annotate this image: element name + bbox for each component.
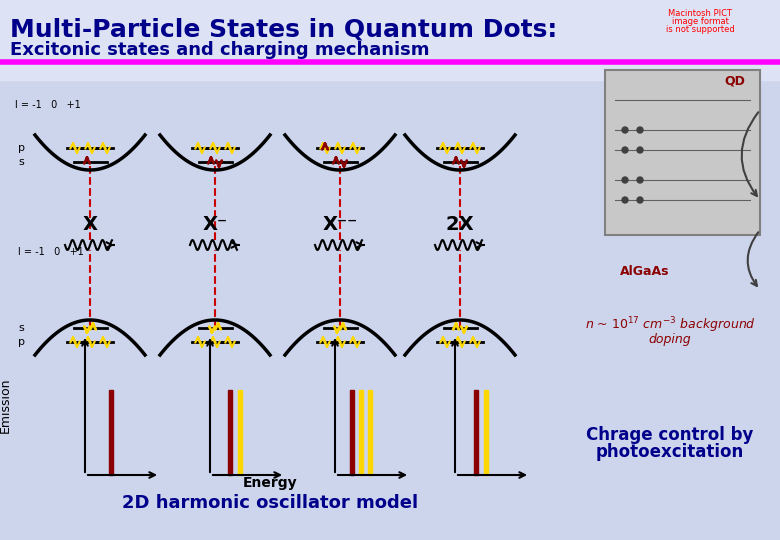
Text: X⁻⁻: X⁻⁻ <box>322 215 357 234</box>
Text: Excitonic states and charging mechanism: Excitonic states and charging mechanism <box>10 41 430 59</box>
Text: Energy: Energy <box>243 476 297 490</box>
Bar <box>0 0 780 80</box>
Bar <box>605 70 760 235</box>
Bar <box>368 390 372 475</box>
Circle shape <box>622 147 628 153</box>
Bar <box>474 390 478 475</box>
Text: 2D harmonic oscillator model: 2D harmonic oscillator model <box>122 494 418 512</box>
Circle shape <box>622 197 628 203</box>
Text: QD: QD <box>724 75 745 88</box>
Circle shape <box>622 177 628 183</box>
Bar <box>359 390 363 475</box>
Text: s: s <box>18 157 23 167</box>
Circle shape <box>637 147 643 153</box>
Text: s: s <box>18 323 23 333</box>
Text: l = -1   0   +1: l = -1 0 +1 <box>15 100 81 110</box>
Text: Chrage control by: Chrage control by <box>587 426 753 444</box>
Bar <box>238 390 242 475</box>
Circle shape <box>637 127 643 133</box>
Circle shape <box>622 127 628 133</box>
Text: p: p <box>18 337 25 347</box>
Text: p: p <box>18 143 25 153</box>
Text: Multi-Particle States in Quantum Dots:: Multi-Particle States in Quantum Dots: <box>10 18 557 42</box>
Text: Macintosh PICT: Macintosh PICT <box>668 9 732 18</box>
Text: X: X <box>83 215 98 234</box>
Bar <box>228 390 232 475</box>
Text: doping: doping <box>649 334 691 347</box>
Bar <box>350 390 354 475</box>
Bar <box>484 390 488 475</box>
Text: n ~ $10^{17}$ $cm^{-3}$ background: n ~ $10^{17}$ $cm^{-3}$ background <box>584 315 756 335</box>
Circle shape <box>637 177 643 183</box>
Text: AlGaAs: AlGaAs <box>620 265 669 278</box>
Text: photoexcitation: photoexcitation <box>596 443 744 461</box>
Text: l = -1   0   +1: l = -1 0 +1 <box>18 247 83 257</box>
Text: image format: image format <box>672 17 729 26</box>
Bar <box>109 390 113 475</box>
Text: X⁻: X⁻ <box>203 215 228 234</box>
Text: Emission: Emission <box>0 377 12 433</box>
Text: is not supported: is not supported <box>665 25 735 34</box>
Circle shape <box>637 197 643 203</box>
Text: 2X: 2X <box>445 215 474 234</box>
